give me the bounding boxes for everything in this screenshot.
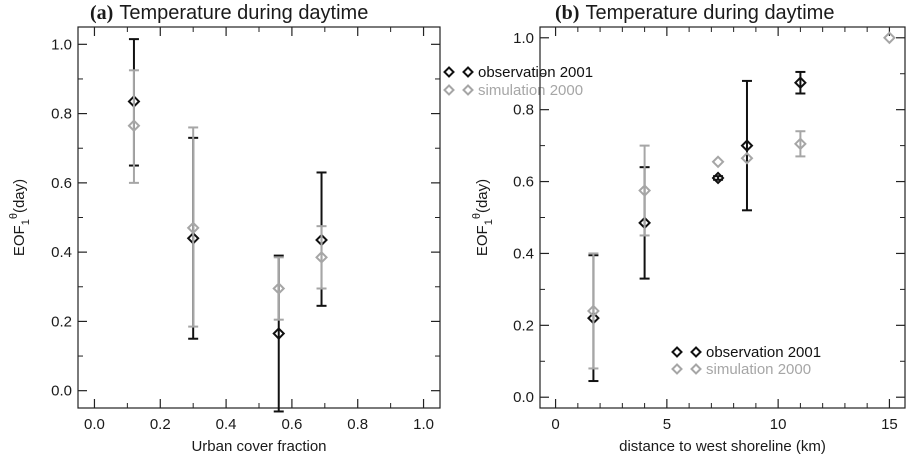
x-axis-label: Urban cover fraction bbox=[191, 438, 326, 455]
panel-letter: (a) bbox=[90, 2, 113, 24]
data-point bbox=[315, 250, 328, 264]
x-tick-label: 0.6 bbox=[281, 416, 302, 433]
y-tick-label: 0.6 bbox=[513, 174, 534, 191]
y-tick-label: 0.2 bbox=[513, 317, 534, 334]
y-axis-label: EOF1θ(day) bbox=[8, 179, 32, 256]
data-point bbox=[272, 327, 286, 340]
legend-label: observation 2001 bbox=[478, 64, 593, 81]
x-tick-label: 1.0 bbox=[413, 416, 434, 433]
y-axis-label: EOF1θ(day) bbox=[471, 179, 495, 256]
legend-marker bbox=[462, 66, 474, 78]
legend-label: observation 2001 bbox=[706, 344, 821, 361]
y-tick-label: 0.4 bbox=[51, 244, 72, 261]
legend-entry: simulation 2000 bbox=[443, 82, 583, 99]
plot-frame bbox=[77, 26, 441, 409]
legend-marker bbox=[462, 84, 474, 96]
data-point bbox=[793, 137, 807, 151]
data-point bbox=[740, 139, 754, 153]
series-observation bbox=[127, 38, 328, 413]
x-tick-label: 0 bbox=[551, 416, 559, 433]
panel-title-text: Temperature during daytime bbox=[119, 2, 368, 24]
data-point bbox=[740, 151, 754, 165]
series-observation bbox=[587, 70, 807, 383]
x-tick-label: 0.8 bbox=[347, 416, 368, 433]
y-tick-label: 0.2 bbox=[51, 313, 72, 330]
y-tick-label: 0.8 bbox=[513, 102, 534, 119]
y-label-sup: θ bbox=[8, 213, 20, 219]
x-axis-label: distance to west shoreline (km) bbox=[619, 438, 826, 455]
y-tick-label: 0.0 bbox=[51, 383, 72, 400]
legend-marker bbox=[671, 346, 683, 358]
series-simulation bbox=[127, 69, 328, 328]
panel-letter: (b) bbox=[555, 2, 579, 24]
data-point bbox=[711, 171, 725, 185]
legend-label: simulation 2000 bbox=[478, 82, 583, 99]
data-point bbox=[638, 184, 652, 197]
y-tick-label: 1.0 bbox=[51, 36, 72, 53]
x-tick-label: 10 bbox=[770, 416, 787, 433]
data-point bbox=[711, 155, 725, 169]
y-label-sub: 1 bbox=[483, 219, 495, 225]
y-label-base: EOF bbox=[474, 225, 491, 256]
data-point bbox=[186, 221, 200, 235]
y-label-tail: (day) bbox=[474, 179, 491, 213]
panel-title: (b) Temperature during daytime bbox=[555, 2, 834, 24]
y-tick-label: 0.0 bbox=[513, 389, 534, 406]
x-tick-label: 0.4 bbox=[216, 416, 237, 433]
legend-label: simulation 2000 bbox=[706, 361, 811, 378]
y-label-sub: 1 bbox=[20, 219, 32, 225]
data-point bbox=[272, 282, 286, 295]
y-tick-label: 0.4 bbox=[513, 245, 534, 262]
data-point bbox=[127, 119, 141, 133]
data-point bbox=[587, 304, 600, 318]
legend-marker bbox=[690, 363, 702, 375]
y-label-base: EOF bbox=[11, 225, 28, 256]
legend-entry: observation 2001 bbox=[443, 64, 593, 81]
y-tick-label: 1.0 bbox=[513, 30, 534, 47]
data-point bbox=[793, 76, 807, 90]
series-simulation bbox=[587, 31, 896, 370]
data-point bbox=[883, 31, 896, 45]
panel-a: (a) Temperature during daytime 0.0 0.2 0.4 0.… bbox=[8, 2, 593, 455]
panel-title-text: Temperature during daytime bbox=[585, 2, 834, 24]
legend-marker bbox=[443, 84, 455, 96]
legend-marker bbox=[443, 66, 455, 78]
x-tick-label: 5 bbox=[663, 416, 671, 433]
x-tick-label: 0.0 bbox=[84, 416, 105, 433]
y-label-tail: (day) bbox=[11, 179, 28, 213]
panel-b: (b) Temperature during daytime 0 5 10 15 0.0 0.… bbox=[471, 2, 906, 455]
panel-title: (a) Temperature during daytime bbox=[90, 2, 368, 24]
y-tick-label: 0.8 bbox=[51, 106, 72, 123]
y-label-sup: θ bbox=[471, 213, 483, 219]
x-tick-label: 15 bbox=[881, 416, 898, 433]
legend-marker bbox=[671, 363, 683, 375]
legend-marker bbox=[690, 346, 702, 358]
y-tick-label: 0.6 bbox=[51, 175, 72, 192]
legend-entry: observation 2001 bbox=[671, 344, 821, 361]
x-tick-label: 0.2 bbox=[150, 416, 171, 433]
legend-entry: simulation 2000 bbox=[671, 361, 811, 378]
